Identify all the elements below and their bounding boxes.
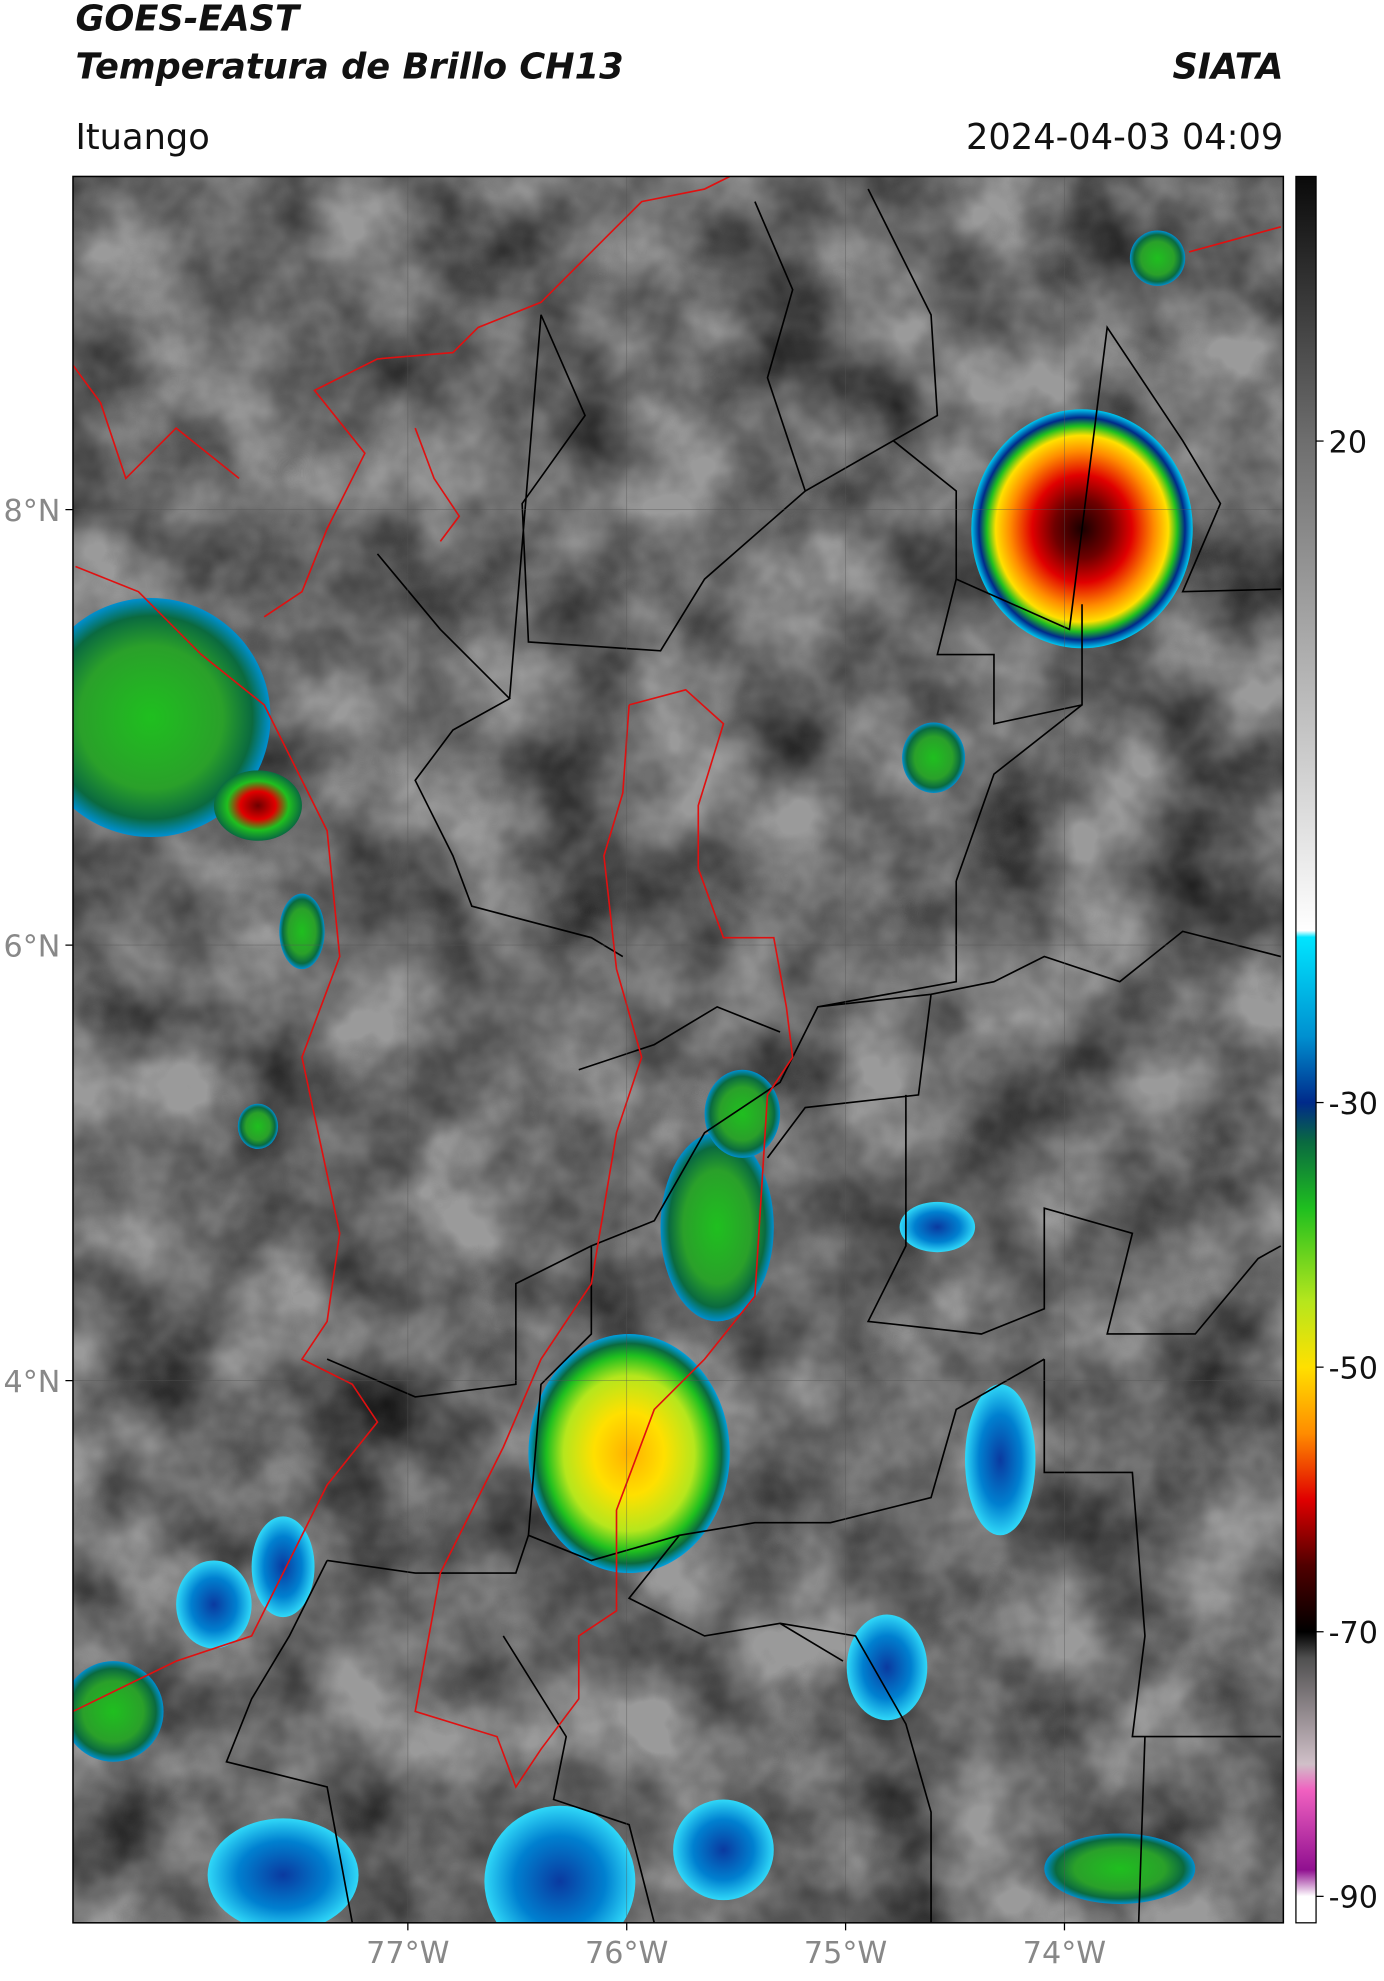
x-tick-label: 74°W — [1023, 1936, 1106, 1971]
colorbar-tick-label: -30 — [1329, 1087, 1378, 1122]
title: GOES-EAST — [75, 0, 302, 40]
map-frame — [72, 175, 1285, 1924]
x-tick-label: 77°W — [366, 1936, 449, 1971]
location: Ituango — [75, 117, 209, 158]
colorbar-tick-label: 20 — [1329, 425, 1367, 460]
source: SIATA — [1172, 46, 1283, 87]
y-tick-label: 8°N — [4, 494, 61, 529]
y-tick-label: 4°N — [4, 1365, 61, 1400]
subtitle: Temperatura de Brillo CH13 — [75, 46, 623, 87]
x-tick-label: 76°W — [585, 1936, 668, 1971]
map-image — [72, 176, 1284, 1923]
colorbar — [1295, 175, 1317, 1924]
y-tick-label: 6°N — [4, 929, 61, 964]
graticule — [72, 176, 1284, 1923]
colorbar-tick-label: -50 — [1329, 1351, 1378, 1386]
colorbar-tick-label: -70 — [1329, 1616, 1378, 1651]
colorbar-tick-label: -90 — [1329, 1881, 1378, 1916]
x-tick-label: 75°W — [804, 1936, 887, 1971]
datetime: 2024-04-03 04:09 — [966, 117, 1283, 158]
